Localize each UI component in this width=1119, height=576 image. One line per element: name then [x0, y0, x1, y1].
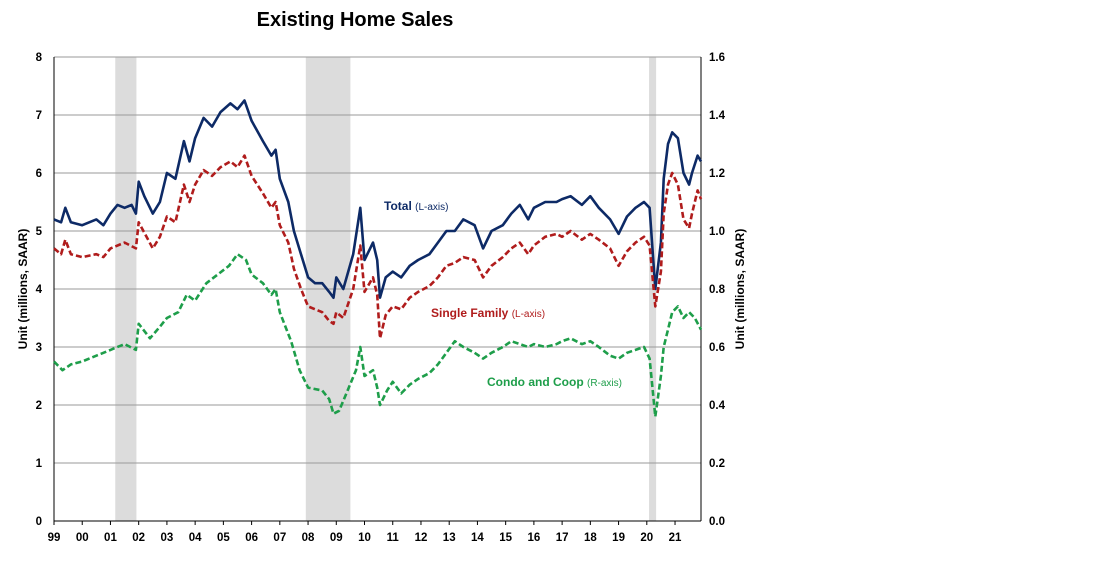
y-right-tick-label: 0.4 — [709, 400, 726, 412]
series-label-total: Total (L-axis) — [384, 199, 448, 213]
y-right-tick-label: 0.8 — [709, 284, 726, 296]
y-left-tick-label: 3 — [36, 342, 42, 354]
series-label-axis-note: (L-axis) — [415, 202, 448, 213]
series-label-single-family: Single Family (L-axis) — [431, 306, 545, 320]
axes — [53, 57, 702, 522]
x-tick-label: 08 — [302, 532, 315, 544]
x-tick-label: 01 — [104, 532, 117, 544]
x-tick-label: 13 — [443, 532, 456, 544]
x-tick-label: 21 — [669, 532, 682, 544]
series-line-single-family — [53, 154, 703, 340]
x-tick-label: 07 — [273, 532, 286, 544]
x-tick-label: 12 — [415, 532, 428, 544]
x-tick-label: 10 — [358, 532, 371, 544]
x-tick-label: 02 — [132, 532, 145, 544]
chart-title: Existing Home Sales — [257, 9, 454, 31]
y-left-tick-label: 2 — [36, 400, 42, 412]
x-tick-label: 03 — [161, 532, 174, 544]
series-label-axis-note: (R-axis) — [587, 378, 622, 389]
y-axis-left-label: Unit (millions, SAAR) — [16, 229, 30, 350]
series-lines — [53, 99, 703, 418]
y-left-tick-label: 8 — [36, 52, 43, 64]
y-right-tick-label: 0.6 — [709, 342, 725, 354]
y-left-tick-label: 1 — [36, 458, 43, 470]
y-axis-right-label: Unit (millions, SAAR) — [733, 229, 747, 350]
series-label-name: Total — [384, 199, 415, 213]
series-line-total — [53, 99, 703, 299]
x-tick-label: 16 — [527, 532, 540, 544]
x-tick-label: 14 — [471, 532, 484, 544]
y-right-tick-label: 0.2 — [709, 458, 725, 470]
x-tick-label: 04 — [189, 532, 202, 544]
x-tick-label: 17 — [556, 532, 569, 544]
x-tick-label: 99 — [48, 532, 61, 544]
y-right-tick-label: 1.6 — [709, 52, 725, 64]
x-tick-label: 09 — [330, 532, 343, 544]
series-label-name: Single Family — [431, 306, 512, 320]
x-tick-label: 11 — [387, 532, 400, 544]
y-right-tick-label: 1.0 — [709, 226, 725, 238]
x-tick-label: 06 — [245, 532, 258, 544]
gridlines — [54, 56, 701, 522]
y-left-tick-label: 7 — [36, 110, 42, 122]
x-tick-label: 19 — [612, 532, 625, 544]
x-tick-label: 00 — [76, 532, 89, 544]
x-tick-label: 05 — [217, 532, 230, 544]
series-annotations: Total (L-axis)Single Family (L-axis)Cond… — [384, 199, 622, 389]
y-left-tick-label: 6 — [36, 168, 42, 180]
y-right-tick-label: 1.4 — [709, 110, 726, 122]
series-label-condo-and-coop: Condo and Coop (R-axis) — [487, 375, 622, 389]
series-label-axis-note: (L-axis) — [512, 309, 545, 320]
y-left-tick-label: 0 — [36, 516, 42, 528]
y-right-tick-label: 1.2 — [709, 168, 725, 180]
x-tick-label: 18 — [584, 532, 597, 544]
y-left-tick-label: 5 — [36, 226, 43, 238]
x-tick-label: 20 — [640, 532, 653, 544]
x-tick-label: 15 — [499, 532, 512, 544]
y-right-tick-label: 0.0 — [709, 516, 725, 528]
y-left-tick-label: 4 — [36, 284, 43, 296]
series-label-name: Condo and Coop — [487, 375, 587, 389]
